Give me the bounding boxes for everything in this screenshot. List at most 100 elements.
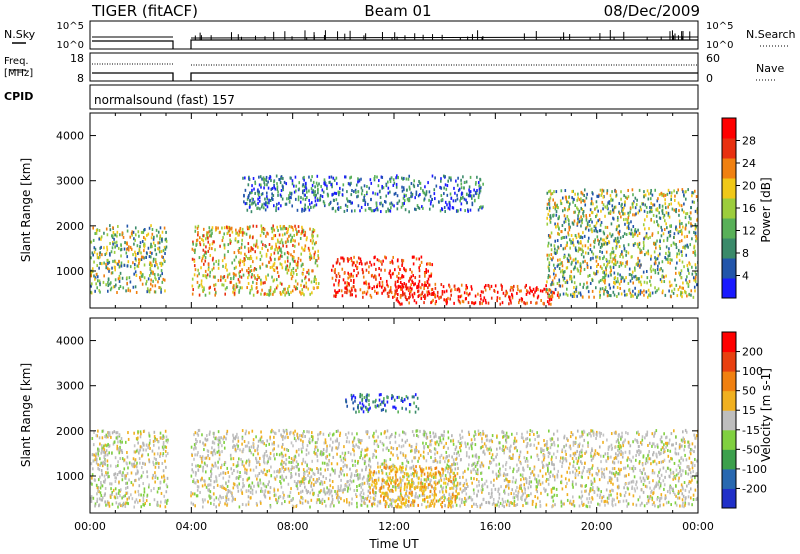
echo-cell	[603, 276, 606, 280]
echo-cell	[224, 287, 227, 291]
echo-cell	[531, 289, 533, 293]
echo-cell	[662, 239, 665, 243]
echo-cell	[669, 449, 672, 453]
echo-cell	[676, 261, 678, 265]
echo-cell	[609, 194, 612, 198]
echo-cell	[683, 438, 685, 442]
echo-cell	[358, 476, 360, 480]
echo-cell	[284, 226, 286, 230]
echo-cell	[308, 272, 310, 276]
echo-cell	[466, 201, 468, 205]
echo-cell	[273, 488, 276, 492]
echo-cell	[149, 287, 152, 291]
echo-cell	[406, 459, 408, 463]
echo-cell	[637, 211, 639, 215]
echo-cell	[113, 285, 116, 289]
echo-cell	[470, 194, 473, 198]
echo-cell	[558, 283, 561, 287]
echo-cell	[194, 229, 197, 233]
echo-cell	[610, 493, 612, 497]
echo-cell	[238, 290, 240, 294]
echo-cell	[259, 266, 262, 270]
echo-cell	[662, 460, 664, 464]
echo-cell	[408, 292, 411, 296]
echo-cell	[563, 255, 565, 259]
echo-cell	[335, 278, 337, 282]
echo-cell	[274, 234, 277, 238]
echo-cell	[619, 261, 622, 265]
echo-cell	[684, 291, 687, 295]
echo-cell	[601, 475, 603, 479]
echo-cell	[443, 175, 446, 179]
echo-cell	[548, 234, 551, 238]
echo-cell	[217, 259, 220, 263]
echo-cell	[508, 302, 510, 306]
echo-cell	[533, 467, 536, 471]
echo-cell	[655, 208, 658, 212]
echo-cell	[673, 461, 676, 465]
echo-cell	[249, 496, 252, 500]
echo-cell	[282, 225, 285, 229]
echo-cell	[577, 269, 579, 273]
echo-cell	[619, 236, 622, 240]
echo-cell	[516, 291, 518, 295]
echo-cell	[614, 254, 617, 258]
echo-cell	[303, 233, 306, 237]
echo-cell	[401, 176, 403, 180]
echo-cell	[305, 186, 307, 190]
echo-cell	[663, 228, 666, 232]
echo-cell	[159, 237, 161, 241]
echo-cell	[260, 278, 262, 282]
echo-cell	[687, 472, 690, 476]
echo-cell	[470, 498, 473, 502]
echo-cell	[314, 195, 317, 199]
echo-cell	[635, 454, 637, 458]
echo-cell	[652, 268, 655, 272]
echo-cell	[238, 475, 241, 479]
echo-cell	[267, 248, 269, 252]
echo-cell	[138, 261, 140, 265]
echo-cell	[696, 497, 698, 501]
echo-cell	[381, 184, 383, 188]
echo-cell	[450, 497, 452, 501]
echo-cell	[248, 476, 251, 480]
echo-cell	[230, 467, 233, 471]
echo-cell	[369, 496, 372, 500]
echo-cell	[433, 192, 436, 196]
echo-cell	[241, 233, 244, 237]
echo-cell	[283, 252, 286, 256]
echo-cell	[431, 263, 434, 267]
velocity-echoes	[90, 392, 698, 509]
echo-cell	[291, 255, 294, 259]
echo-cell	[362, 198, 365, 202]
echo-cell	[499, 501, 502, 505]
echo-cell	[496, 447, 498, 451]
echo-cell	[695, 225, 698, 229]
echo-cell	[92, 238, 95, 242]
echo-cell	[264, 197, 266, 201]
echo-cell	[330, 462, 333, 466]
echo-cell	[380, 175, 383, 179]
echo-cell	[133, 272, 135, 276]
echo-cell	[550, 297, 553, 301]
echo-cell	[655, 246, 657, 250]
echo-cell	[607, 201, 609, 205]
echo-cell	[637, 256, 639, 260]
echo-cell	[549, 214, 552, 218]
echo-cell	[201, 256, 204, 260]
echo-cell	[359, 441, 362, 445]
echo-cell	[382, 259, 384, 263]
echo-cell	[239, 448, 241, 452]
echo-cell	[459, 295, 462, 299]
echo-cell	[494, 487, 497, 491]
echo-cell	[205, 237, 207, 241]
echo-cell	[582, 249, 584, 253]
echo-cell	[589, 505, 591, 509]
echo-cell	[482, 429, 484, 433]
echo-cell	[451, 468, 453, 472]
echo-cell	[413, 255, 415, 259]
echo-cell	[307, 287, 310, 291]
echo-cell	[223, 232, 225, 236]
echo-cell	[627, 487, 629, 491]
